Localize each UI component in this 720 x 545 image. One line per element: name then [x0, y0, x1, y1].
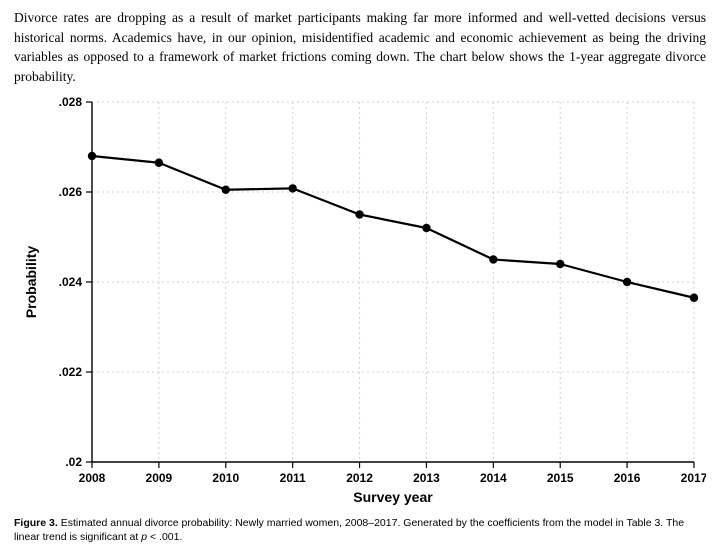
- svg-text:2016: 2016: [614, 471, 641, 485]
- svg-text:.028: .028: [59, 95, 83, 109]
- svg-text:.022: .022: [59, 365, 83, 379]
- chart-svg: .02 .022 .024 .026 .028 2008 2009 2010 2011 2012 2…: [14, 92, 706, 512]
- svg-text:Survey year: Survey year: [353, 489, 433, 505]
- svg-text:2008: 2008: [79, 471, 106, 485]
- caption-text-before: Estimated annual divorce probability: Ne…: [14, 517, 684, 543]
- svg-text:2009: 2009: [146, 471, 173, 485]
- body-paragraph: Divorce rates are dropping as a result o…: [14, 8, 706, 86]
- probability-chart: .02 .022 .024 .026 .028 2008 2009 2010 2011 2012 2…: [14, 92, 706, 512]
- svg-text:2017: 2017: [681, 471, 706, 485]
- svg-text:2011: 2011: [280, 471, 306, 485]
- svg-text:Probability: Probability: [23, 246, 39, 319]
- svg-text:.024: .024: [59, 275, 83, 289]
- svg-text:.02: .02: [65, 455, 82, 469]
- svg-text:2013: 2013: [413, 471, 440, 485]
- figure-label: Figure 3.: [14, 517, 58, 529]
- svg-text:2010: 2010: [212, 471, 239, 485]
- svg-text:2014: 2014: [480, 471, 507, 485]
- figure-caption: Figure 3. Estimated annual divorce proba…: [14, 516, 706, 544]
- svg-text:2015: 2015: [547, 471, 574, 485]
- svg-text:2012: 2012: [346, 471, 373, 485]
- svg-text:.026: .026: [59, 185, 83, 199]
